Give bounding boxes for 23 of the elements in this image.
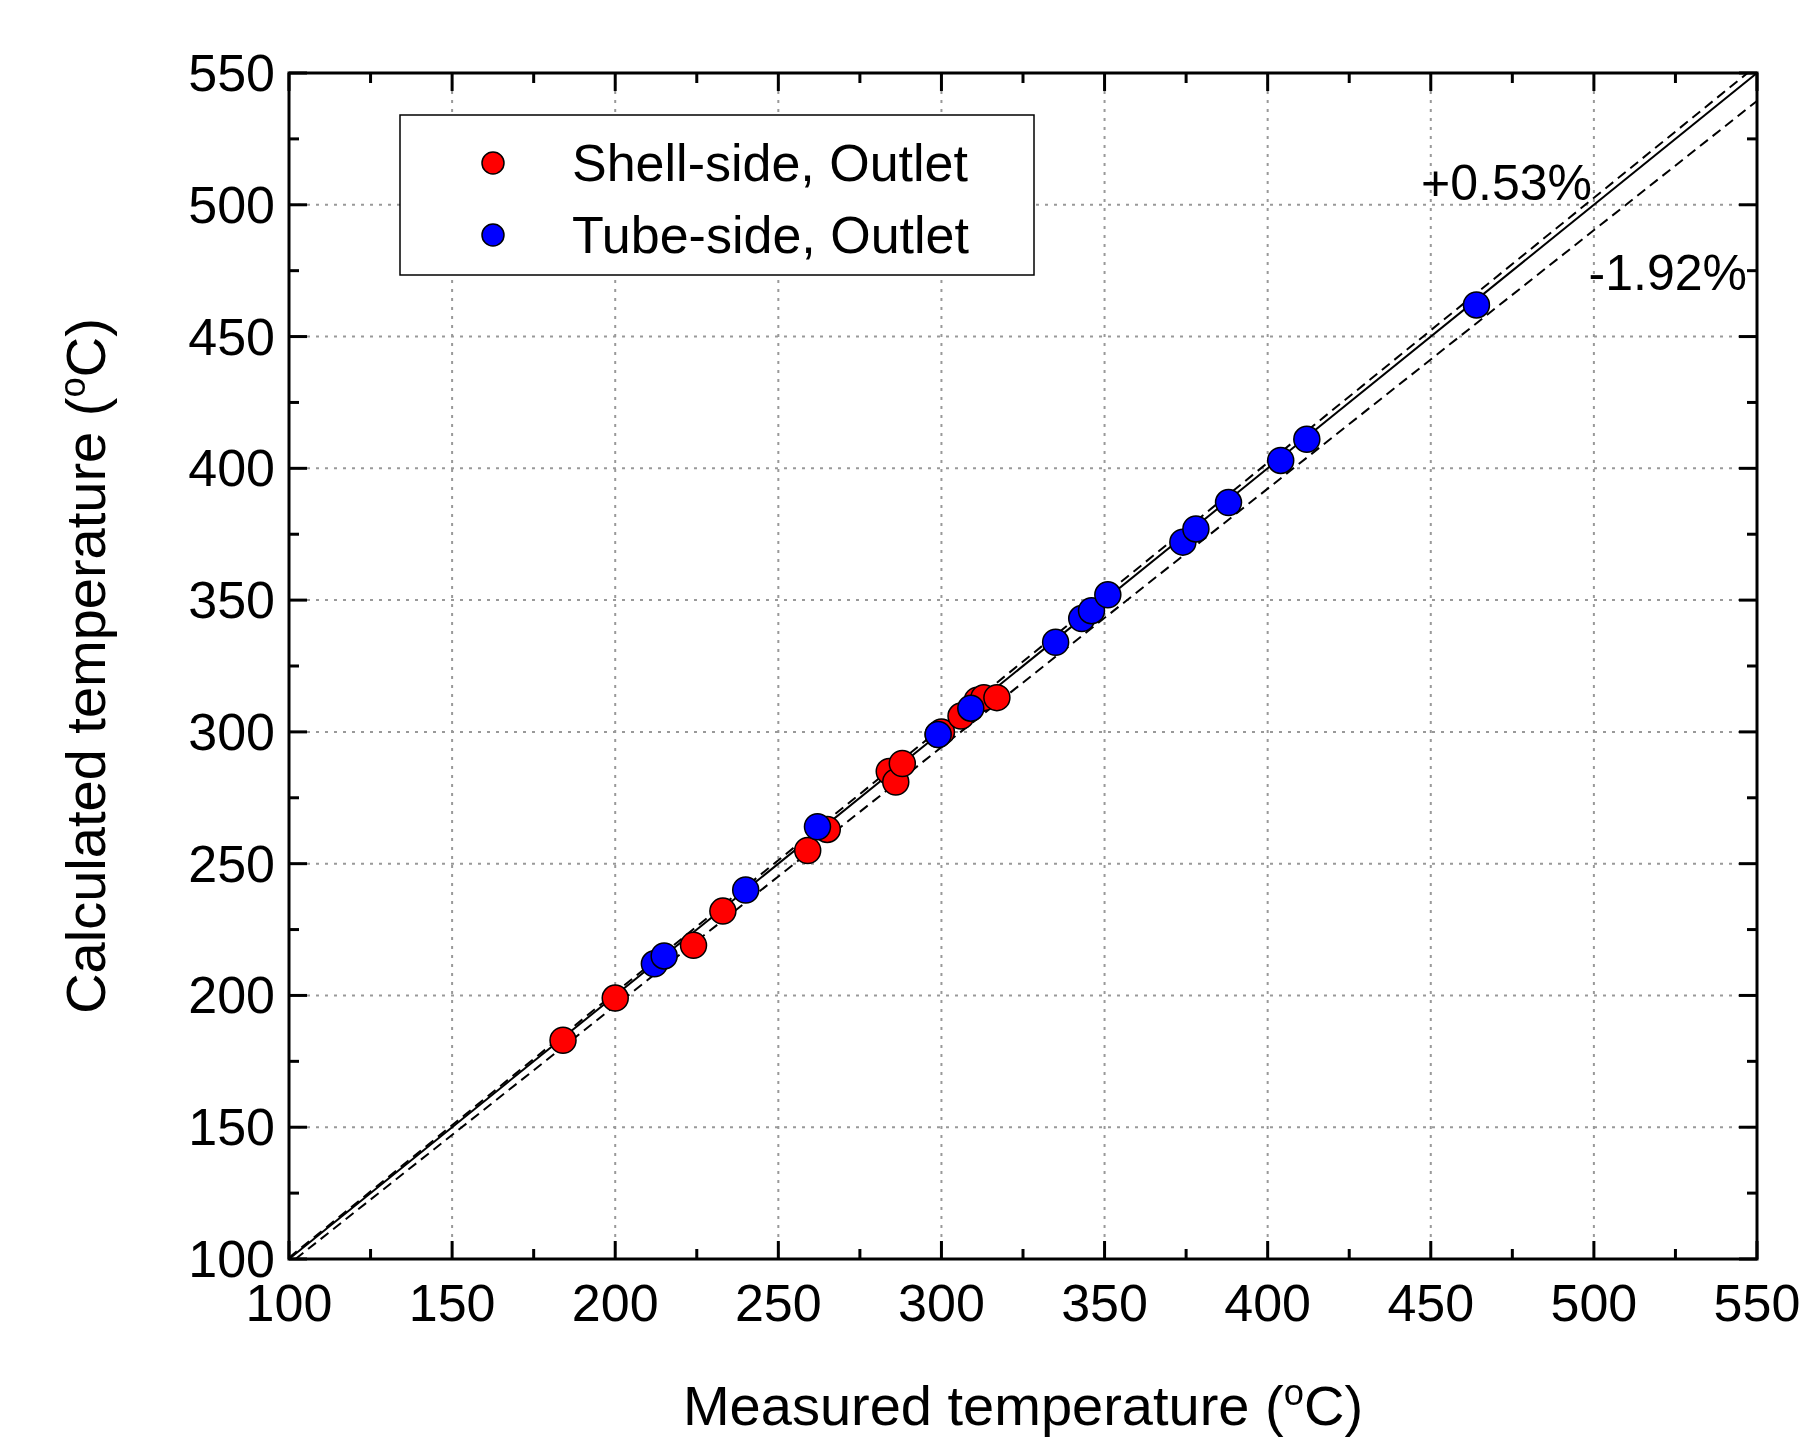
- x-tick-label: 450: [1387, 1274, 1475, 1332]
- y-tick-label: 550: [188, 44, 275, 102]
- y-tick-label: 400: [188, 439, 275, 498]
- y-tick-label: 150: [188, 1098, 275, 1157]
- y-tick-label: 350: [188, 571, 275, 630]
- x-tick-label: 400: [1224, 1274, 1312, 1332]
- x-tick-label: 300: [898, 1274, 985, 1332]
- annotation: -1.92%: [1588, 245, 1747, 301]
- x-tick-label: 550: [1713, 1274, 1801, 1332]
- x-axis-title: Measured temperature ($^{o}$C): [682, 1371, 1364, 1437]
- y-tick-label: 450: [188, 307, 275, 366]
- y-tick-label: 250: [188, 834, 275, 893]
- y-tick-label: 300: [188, 702, 275, 761]
- y-tick-label: 500: [188, 175, 275, 234]
- legend-label: Tube-side, Outlet: [572, 206, 970, 264]
- y-tick-label: 200: [188, 966, 275, 1025]
- annotation: +0.53%: [1421, 155, 1592, 211]
- x-tick-label: 200: [571, 1274, 659, 1332]
- x-tick-label: 350: [1061, 1274, 1148, 1332]
- x-tick-label: 250: [734, 1274, 822, 1332]
- x-tick-label: 150: [408, 1274, 496, 1332]
- x-tick-label: 500: [1550, 1274, 1638, 1332]
- legend-label: Shell-side, Outlet: [572, 134, 969, 192]
